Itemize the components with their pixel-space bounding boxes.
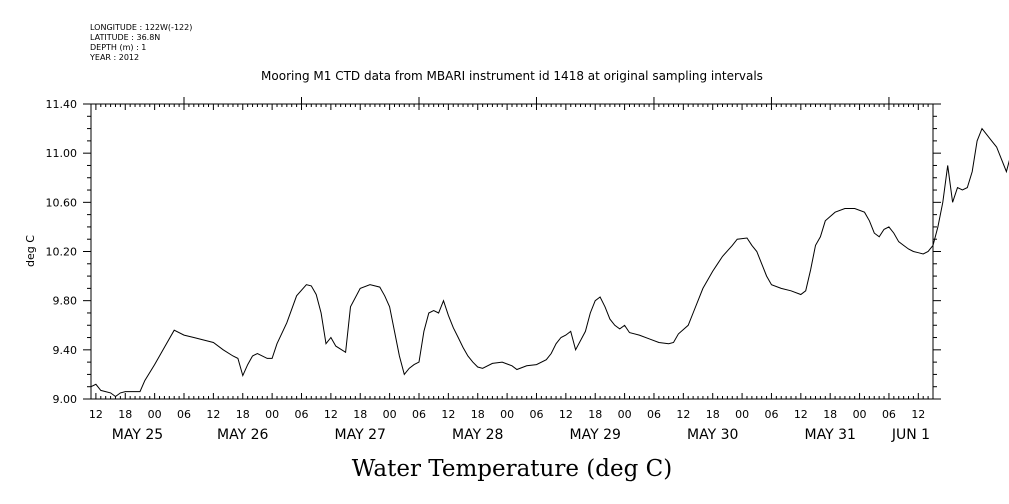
x-hour-label: 00	[383, 408, 397, 421]
y-axis-label: deg C	[24, 235, 37, 267]
x-day-label: MAY 27	[335, 427, 386, 443]
y-tick-label: 10.20	[46, 246, 78, 259]
x-day-label: MAY 29	[570, 427, 621, 443]
x-hour-label: 18	[471, 408, 485, 421]
x-hour-label: 12	[89, 408, 103, 421]
x-hour-label: 06	[764, 408, 778, 421]
metadata-block: LONGITUDE : 122W(-122) LATITUDE : 36.8N …	[89, 23, 192, 62]
y-tick-label: 11.40	[46, 98, 78, 111]
x-tick-labels: 12 18 00 06 12 18 00 06 12 18 00 06 12 18 00 06 12 18 00 06…	[89, 408, 930, 443]
x-day-label: MAY 30	[687, 427, 738, 443]
x-hour-label: 06	[295, 408, 309, 421]
x-hour-label: 00	[853, 408, 867, 421]
x-hour-label: 00	[265, 408, 279, 421]
x-hour-label: 12	[441, 408, 455, 421]
x-hour-label: 00	[618, 408, 632, 421]
x-day-label: MAY 25	[112, 427, 163, 443]
axis-ticks	[83, 97, 941, 400]
x-hour-label: 12	[676, 408, 690, 421]
y-tick-label: 9.80	[53, 295, 78, 308]
x-hour-label: 06	[177, 408, 191, 421]
y-tick-labels: 9.00 9.40 9.80 10.20 10.60 11.00 11.40	[46, 98, 78, 406]
meta-longitude: LONGITUDE : 122W(-122)	[90, 23, 192, 32]
x-hour-label: 06	[412, 408, 426, 421]
x-day-label: JUN 1	[891, 427, 930, 443]
y-tick-label: 9.40	[53, 344, 78, 357]
y-tick-label: 9.00	[53, 393, 78, 406]
meta-latitude: LATITUDE : 36.8N	[90, 33, 160, 42]
y-tick-label: 10.60	[46, 196, 78, 209]
x-day-label: MAY 26	[217, 427, 268, 443]
x-hour-label: 06	[882, 408, 896, 421]
meta-depth: DEPTH (m) : 1	[90, 43, 146, 52]
x-hour-label: 18	[823, 408, 837, 421]
x-hour-label: 12	[206, 408, 220, 421]
x-hour-label: 18	[706, 408, 720, 421]
x-hour-label: 06	[529, 408, 543, 421]
x-hour-label: 06	[647, 408, 661, 421]
series-line-water-temperature	[90, 127, 1009, 398]
x-axis-label: Water Temperature (deg C)	[352, 456, 672, 482]
x-hour-label: 12	[559, 408, 573, 421]
x-hour-label: 18	[353, 408, 367, 421]
y-tick-label: 11.00	[46, 147, 78, 160]
x-hour-label: 00	[500, 408, 514, 421]
x-day-label: MAY 31	[805, 427, 856, 443]
x-hour-label: 18	[236, 408, 250, 421]
x-hour-label: 00	[148, 408, 162, 421]
x-hour-label: 12	[324, 408, 338, 421]
x-hour-label: 12	[911, 408, 925, 421]
meta-year: YEAR : 2012	[89, 53, 139, 62]
plot-frame	[90, 103, 934, 400]
chart-title: Mooring M1 CTD data from MBARI instrumen…	[261, 69, 763, 83]
x-hour-label: 18	[118, 408, 132, 421]
x-hour-label: 12	[794, 408, 808, 421]
x-hour-label: 00	[735, 408, 749, 421]
x-day-label: MAY 28	[452, 427, 503, 443]
x-hour-label: 18	[588, 408, 602, 421]
